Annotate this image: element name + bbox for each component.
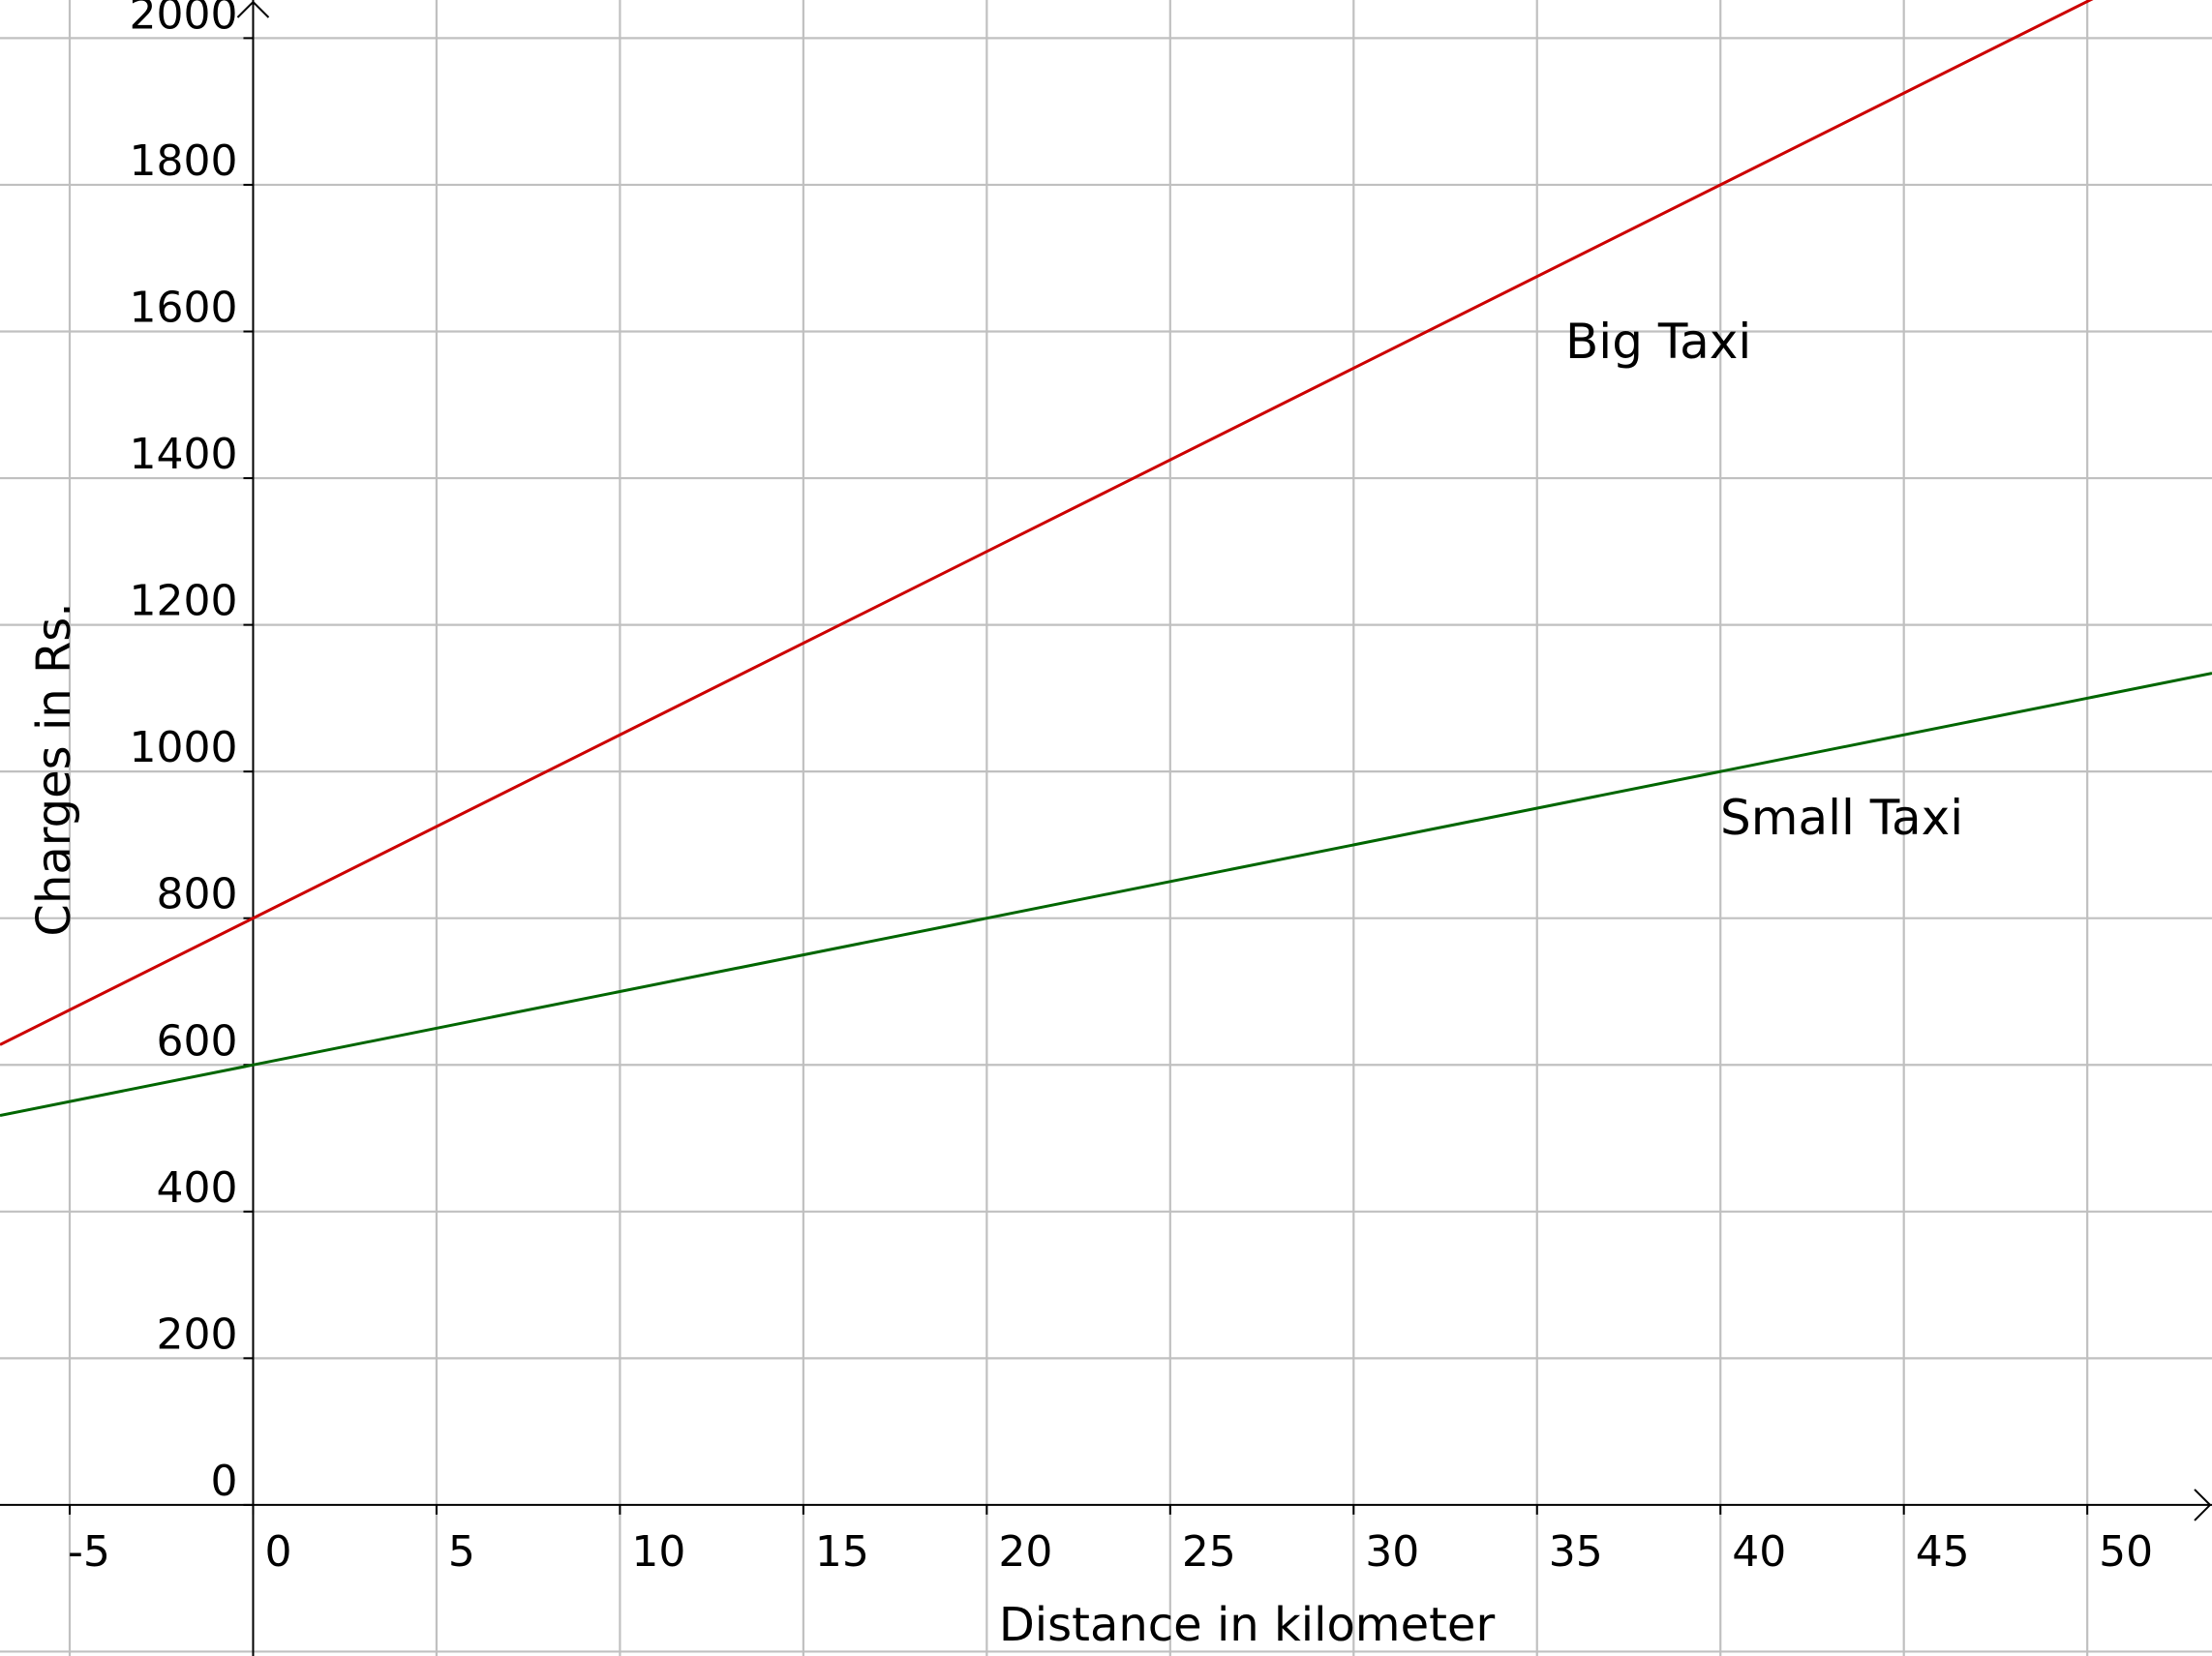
- tick-labels: -5 0 5 10 15 20 25 30 35 40 45 50 0 200 400 600 800 1000 1…: [68, 0, 2153, 1577]
- y-tick-label: 600: [156, 1016, 237, 1066]
- series-line-big-taxi: [0, 0, 2094, 1046]
- x-tick-label: -5: [68, 1527, 110, 1577]
- y-tick-label: 1400: [129, 430, 237, 479]
- y-tick-label: 2000: [129, 0, 237, 39]
- y-tick-label: 200: [156, 1310, 237, 1359]
- series-line-small-taxi: [0, 672, 2212, 1118]
- y-axis-arrow-icon: [236, 0, 270, 18]
- x-tick-label: 15: [815, 1527, 869, 1577]
- x-tick-label: 0: [264, 1527, 291, 1577]
- x-tick-label: 40: [1732, 1527, 1786, 1577]
- x-axis-title: Distance in kilometer: [999, 1598, 1496, 1652]
- x-axis-arrow-icon: [2194, 1489, 2212, 1521]
- annotation-small-taxi: Small Taxi: [1720, 790, 1963, 846]
- y-tick-label: 800: [156, 870, 237, 919]
- y-tick-label: 1200: [129, 577, 237, 626]
- y-tick-label: 0: [210, 1457, 237, 1506]
- x-tick-label: 10: [631, 1527, 685, 1577]
- series-lines: [0, 0, 2212, 1118]
- x-tick-label: 20: [998, 1527, 1052, 1577]
- y-tick-label: 400: [156, 1163, 237, 1213]
- y-tick-label: 1800: [129, 136, 237, 186]
- x-tick-label: 45: [1916, 1527, 1970, 1577]
- x-tick-label: 25: [1182, 1527, 1236, 1577]
- y-axis-title: Charges in Rs.: [27, 602, 81, 936]
- y-tick-label: 1000: [129, 723, 237, 772]
- x-tick-label: 30: [1365, 1527, 1419, 1577]
- y-tick-label: 1600: [129, 284, 237, 333]
- x-tick-label: 50: [2099, 1527, 2153, 1577]
- x-tick-label: 35: [1549, 1527, 1603, 1577]
- annotation-big-taxi: Big Taxi: [1565, 314, 1751, 370]
- x-tick-label: 5: [448, 1527, 475, 1577]
